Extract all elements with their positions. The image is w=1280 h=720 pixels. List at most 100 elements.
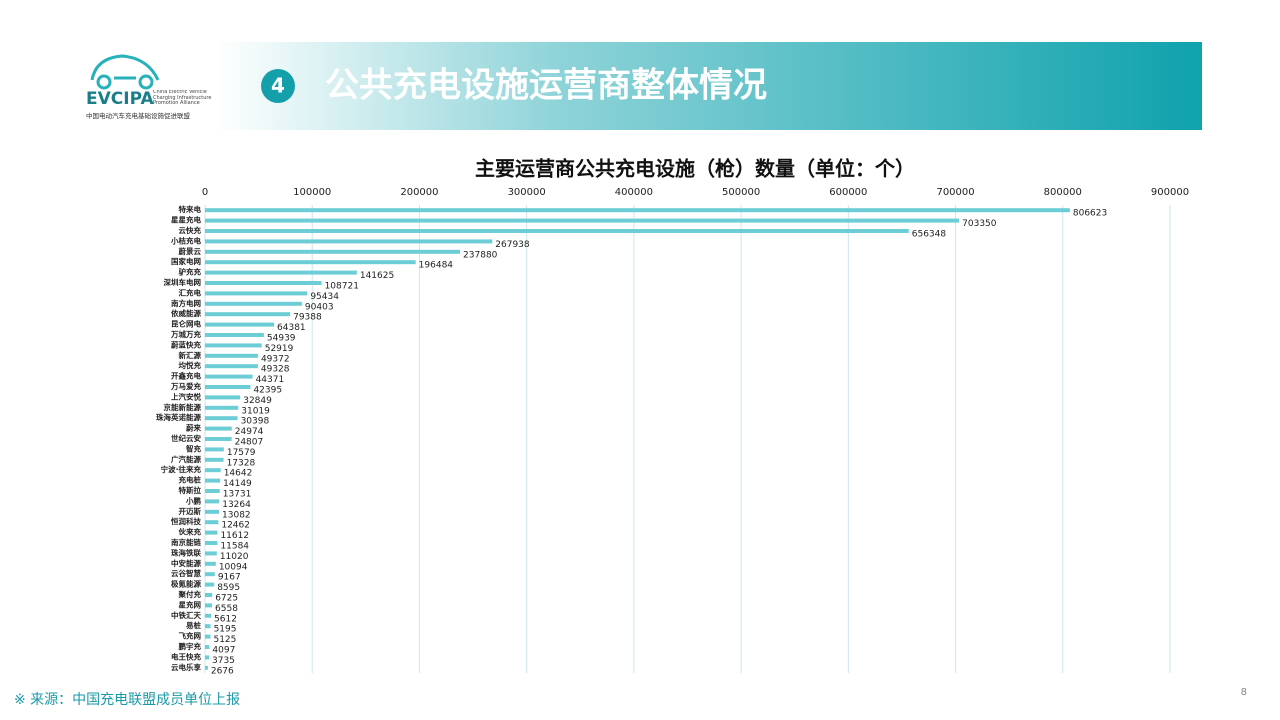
value-label: 13731 (223, 490, 252, 500)
y-tick-label: 易桩 (186, 620, 201, 630)
x-tick-label: 300000 (508, 187, 546, 198)
y-tick-label: 京能新能源 (164, 402, 202, 412)
y-tick-label: 云谷智慧 (171, 568, 201, 578)
bar (205, 208, 1070, 213)
y-tick-label: 智充 (186, 443, 201, 453)
bar (205, 395, 241, 400)
y-tick-label: 国家电网 (171, 256, 201, 266)
bar (205, 665, 208, 670)
value-label: 17579 (227, 448, 256, 458)
bar (205, 468, 221, 473)
y-tick-label: 星充网 (179, 599, 202, 609)
bar (205, 499, 220, 504)
y-tick-label: 驴充充 (179, 267, 202, 277)
x-tick-label: 400000 (615, 187, 653, 198)
section-number: 4 (271, 74, 285, 98)
y-tick-label: 万城万充 (170, 329, 201, 339)
logo-icon (90, 54, 160, 90)
value-label: 79388 (293, 313, 322, 323)
bar (205, 281, 322, 285)
bar (205, 260, 416, 265)
value-label: 8595 (217, 583, 240, 593)
value-label: 141625 (360, 271, 394, 281)
bar (205, 416, 238, 421)
value-label: 5125 (213, 635, 236, 645)
value-label: 108721 (325, 282, 359, 292)
bar (205, 312, 291, 317)
y-tick-label: 充电桩 (179, 475, 202, 485)
y-tick-label: 小鹏 (186, 495, 201, 505)
bar (205, 613, 212, 618)
bar (205, 624, 211, 629)
y-tick-label: 伙来充 (179, 527, 202, 537)
bar (205, 353, 258, 358)
y-tick-label: 云电乐享 (171, 662, 201, 672)
value-label: 14149 (223, 479, 252, 489)
y-tick-label: 深圳车电网 (164, 277, 202, 287)
value-label: 24974 (235, 427, 264, 437)
y-tick-label: 南方电网 (171, 298, 201, 308)
value-label: 95434 (310, 292, 339, 302)
bar (205, 437, 232, 441)
value-label: 3735 (212, 656, 235, 666)
bar (205, 561, 216, 566)
y-tick-label: 汇充电 (179, 287, 202, 297)
bar (205, 270, 357, 275)
y-tick-label: 云快充 (179, 225, 202, 235)
y-tick-label: 飞充网 (179, 631, 202, 641)
value-label: 13082 (222, 510, 251, 520)
y-tick-label: 依威能源 (171, 308, 201, 318)
y-tick-label: 聚付充 (178, 589, 202, 599)
value-label: 49372 (261, 354, 290, 364)
y-tick-label: 世纪云安 (171, 433, 201, 443)
bar (205, 541, 218, 545)
value-label: 24807 (235, 438, 264, 448)
y-tick-label: 电王快充 (171, 651, 201, 661)
bar (205, 364, 258, 369)
value-label: 32849 (243, 396, 272, 406)
value-label: 11612 (220, 531, 249, 541)
bar (205, 249, 461, 254)
y-tick-label: 特来电 (179, 204, 202, 214)
y-tick-label: 蔚景云 (179, 246, 202, 256)
value-label: 4097 (212, 646, 235, 656)
y-tick-label: 蔚蓝快充 (171, 339, 201, 349)
value-label: 656348 (912, 230, 947, 240)
y-tick-label: 开鑫充电 (171, 371, 201, 381)
bar (205, 322, 275, 327)
y-tick-label: 中铁汇天 (171, 610, 201, 620)
value-label: 5195 (214, 625, 237, 635)
bar (205, 655, 210, 660)
value-label: 54939 (267, 334, 296, 344)
logo-en: China Electric Vehicle Charging Infrastr… (153, 90, 212, 106)
bar (205, 447, 224, 452)
value-label: 11584 (220, 542, 249, 552)
bar (205, 551, 217, 556)
value-label: 2676 (211, 666, 234, 676)
bar (205, 509, 220, 514)
page-number: 8 (1241, 687, 1247, 698)
y-tick-label: 恒润科技 (171, 516, 201, 526)
bar (205, 301, 302, 306)
value-label: 196484 (419, 261, 454, 271)
y-tick-label: 昆仑网电 (171, 319, 201, 329)
value-label: 49328 (261, 365, 290, 375)
x-tick-label: 100000 (293, 187, 331, 198)
value-label: 12462 (221, 521, 250, 531)
value-label: 90403 (305, 302, 334, 312)
y-tick-label: 珠海英诺能源 (156, 412, 201, 422)
bar (205, 582, 215, 587)
bar (205, 489, 220, 493)
y-tick-label: 蔚来 (186, 423, 201, 433)
value-label: 64381 (277, 323, 306, 333)
y-tick-label: 星星充电 (171, 215, 201, 225)
bar (205, 457, 224, 462)
y-tick-label: 南京能链 (171, 537, 201, 547)
y-tick-label: 均悦充 (179, 360, 202, 370)
bar (205, 645, 210, 649)
value-label: 237880 (463, 250, 498, 260)
y-tick-label: 极氪能源 (171, 579, 201, 589)
y-tick-label: 广汽能源 (171, 454, 201, 464)
